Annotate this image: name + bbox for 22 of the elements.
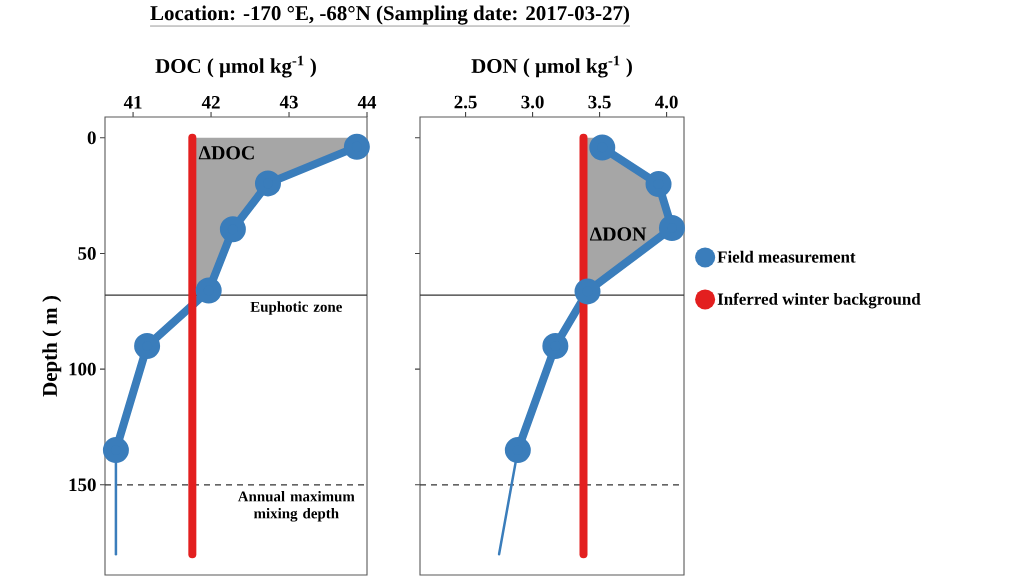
ref-line-label: Euphotic zone (250, 301, 342, 315)
x-tick-label: 3.0 (521, 95, 544, 109)
y-axis-title: Depth ( m ) (42, 296, 62, 397)
x-axis-title: DOC ( μmol kg$^{-1}$ ) (155, 55, 316, 78)
y-tick-label: 150 (69, 478, 96, 492)
x-tick-label: 3.5 (588, 95, 611, 109)
x-axis-title: DON ( μmol kg$^{-1}$ ) (471, 55, 632, 78)
annotation: ΔDOC (198, 146, 254, 160)
y-tick-label: 100 (69, 362, 96, 376)
ref-line-label: Annual maximum mixing depth (237, 491, 355, 522)
chart-title: Location: -170 °E, -68°N (Sampling date: 2017-03-27) (150, 5, 630, 25)
x-tick-label: 4.0 (655, 95, 678, 109)
x-tick-label: 41 (123, 96, 142, 109)
y-tick-label: 50 (78, 247, 96, 260)
legend-label: Field measurement (717, 250, 856, 263)
legend-label: Inferred winter background (717, 292, 921, 309)
x-tick-label: 42 (201, 95, 220, 109)
x-tick-label: 43 (279, 95, 298, 109)
annotation: ΔDON (589, 227, 647, 241)
y-tick-label: 0 (87, 131, 96, 145)
x-tick-label: 2.5 (454, 95, 477, 109)
x-tick-label: 44 (357, 96, 377, 109)
